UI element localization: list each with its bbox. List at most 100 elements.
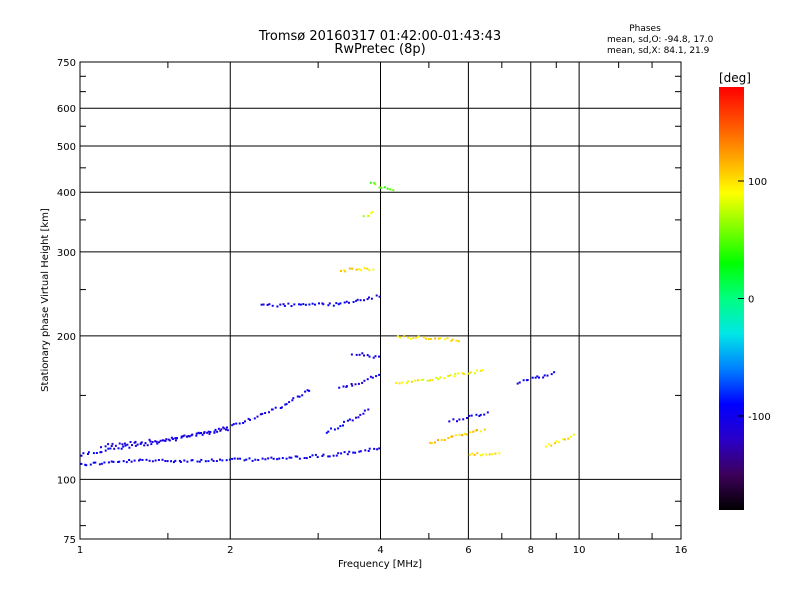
data-point [494,452,497,455]
data-point [354,451,357,454]
data-point [120,447,123,450]
data-point [522,379,525,382]
data-point [253,417,256,420]
colorbar-tick-label: 100 [748,177,767,188]
data-point [444,338,447,341]
data-point [145,458,148,461]
data-point [187,435,190,437]
data-point [139,458,142,461]
data-point [348,418,351,421]
data-point [357,382,360,385]
data-point [447,375,450,377]
data-point [350,383,353,385]
data-point [146,444,149,447]
data-point [366,378,369,381]
data-point [322,453,325,456]
data-point [164,440,167,442]
data-point [361,381,364,384]
data-point [305,457,308,460]
data-point [476,452,479,455]
data-point [443,377,445,380]
data-point [458,433,461,436]
data-point [538,376,540,379]
data-point [447,437,450,440]
chart-title: Tromsø 20160317 01:42:00-01:43:43 [258,29,501,44]
data-point [165,438,168,441]
y-tick-label: 500 [57,142,76,153]
data-point [110,460,113,463]
data-point [448,420,451,423]
data-point [98,463,101,466]
data-point [245,458,248,461]
data-point [345,385,348,388]
data-point [128,446,131,449]
data-point [280,406,283,409]
data-point [213,431,216,434]
data-point [439,376,442,379]
data-point [440,438,443,441]
data-point [355,268,358,271]
data-point [339,425,342,428]
data-point [231,457,234,460]
data-point [80,454,83,457]
data-point [335,454,338,457]
data-point [453,375,456,378]
data-point [479,454,482,457]
data-point [461,372,464,375]
data-point [87,453,89,455]
data-point [100,446,102,449]
data-point [462,418,465,421]
data-point [562,438,565,441]
data-point [464,432,466,435]
data-point [182,435,185,438]
x-tick-label: 8 [528,545,534,556]
data-point [110,445,113,447]
stats-line-x: mean, sd,X: 84.1, 21.9 [607,46,710,56]
data-point [352,301,355,303]
data-point [407,380,409,383]
y-tick-label: 400 [57,188,76,199]
data-point [148,438,151,441]
data-point [144,442,147,445]
data-point [378,355,380,358]
data-point [395,381,398,384]
data-point [451,435,454,438]
data-point [327,304,330,307]
data-point [550,373,553,376]
data-point [456,420,458,423]
data-point [454,372,457,375]
data-point [375,294,378,297]
data-point [89,463,92,466]
data-point [123,442,126,445]
data-point [485,453,487,456]
data-point [238,422,241,425]
data-point [547,443,550,446]
data-point [278,457,281,460]
data-point [207,460,210,463]
data-point [212,460,215,462]
data-point [85,464,88,467]
data-point [231,424,234,427]
data-point [360,269,363,272]
data-point [158,441,161,444]
data-point [486,411,489,414]
data-point [348,450,351,453]
x-axis-label: Frequency [MHz] [338,559,422,570]
data-point [285,457,288,460]
data-point [434,337,437,340]
data-point [225,459,228,462]
data-point [149,440,152,443]
data-point [358,450,361,453]
colorbar-unit: [deg] [719,71,751,85]
data-point [357,416,360,419]
data-point [314,453,317,456]
data-point [396,335,399,338]
data-point [542,376,545,379]
data-point [383,186,386,189]
data-point [479,430,482,433]
data-point [270,456,273,459]
data-point [296,455,299,458]
data-point [216,430,219,433]
data-point [118,460,121,463]
data-point [100,451,103,454]
